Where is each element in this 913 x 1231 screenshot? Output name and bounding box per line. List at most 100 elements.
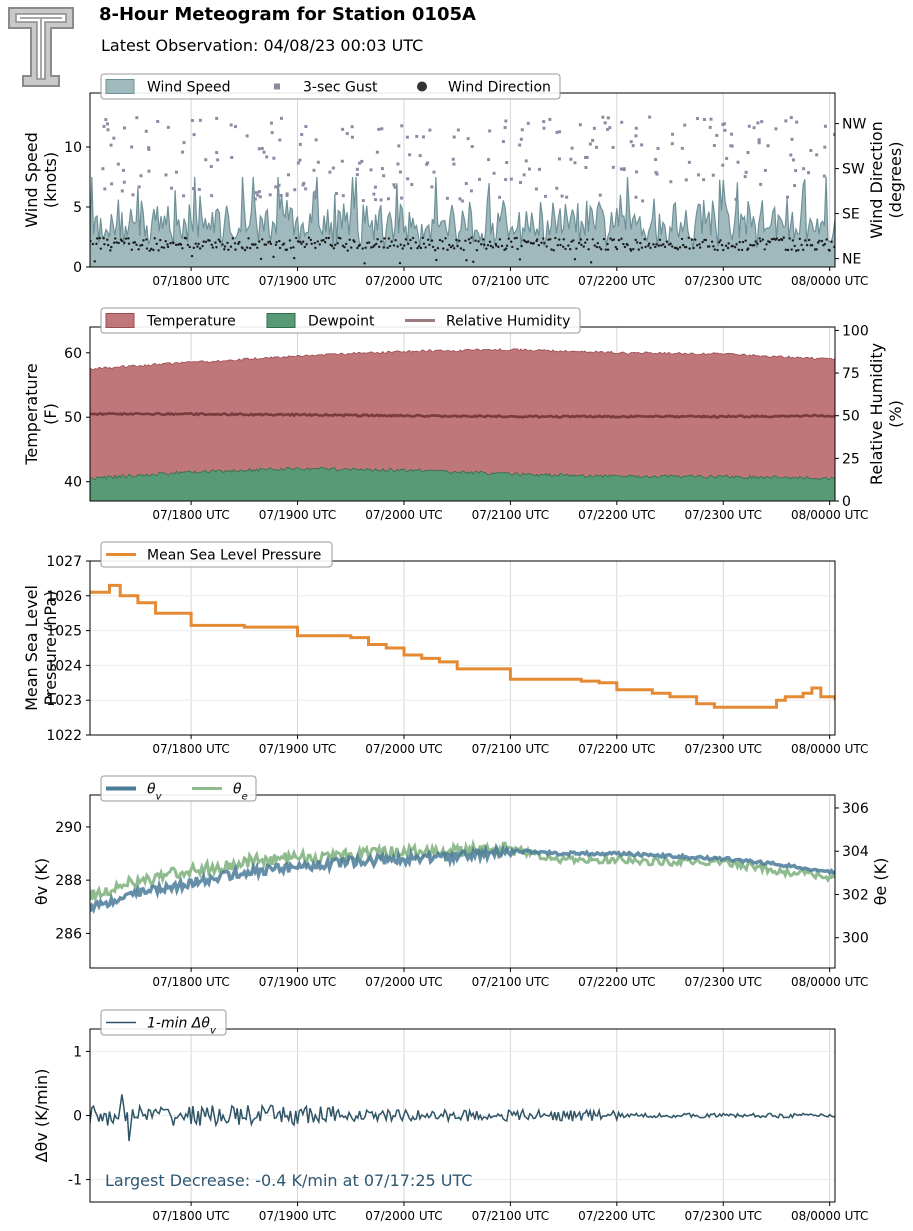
wind-direction-point: [339, 237, 342, 240]
y2-axis-label: θe (K): [871, 858, 890, 906]
y-axis-label: Mean Sea Level: [22, 585, 41, 711]
wind-direction-point: [406, 242, 410, 246]
wind-direction-point: [398, 261, 402, 265]
gust-point: [397, 144, 401, 148]
gust-point: [470, 145, 474, 149]
wind-direction-point: [215, 246, 218, 249]
wind-direction-point: [428, 243, 431, 246]
gust-point: [215, 116, 219, 120]
gust-point: [452, 135, 456, 139]
wind-direction-point: [477, 240, 480, 243]
y2-tick-label: 50: [842, 409, 860, 425]
gust-point: [116, 162, 120, 166]
wind-direction-point: [744, 239, 747, 242]
gust-point: [386, 197, 390, 201]
wind-direction-point: [159, 238, 162, 242]
wind-direction-point: [330, 244, 334, 248]
gust-point: [156, 119, 160, 123]
wind-direction-point: [623, 245, 627, 249]
y-tick-label: 1022: [46, 728, 82, 744]
plot-area: [90, 347, 835, 501]
gust-point: [611, 145, 615, 149]
wind-direction-point: [174, 243, 178, 247]
gust-point: [542, 126, 546, 130]
x-tick-label: 07/2000 UTC: [365, 742, 442, 756]
gust-point: [112, 136, 116, 140]
gust-point: [215, 151, 219, 155]
wind-direction-point: [424, 246, 427, 249]
wind-direction-point: [217, 238, 220, 241]
wind-direction-point: [234, 248, 237, 251]
wind-direction-point: [442, 247, 445, 250]
gust-point: [101, 167, 105, 171]
wind-direction-point: [573, 258, 577, 261]
wind-direction-point: [587, 248, 590, 251]
wind-direction-point: [102, 237, 105, 240]
wind-direction-point: [114, 237, 117, 240]
wind-direction-point: [790, 248, 793, 251]
wind-direction-point: [584, 241, 587, 244]
wind-direction-point: [549, 238, 552, 241]
wind-direction-point: [647, 244, 650, 248]
wind-direction-point: [455, 238, 458, 242]
wind-direction-point: [752, 244, 756, 247]
wind-direction-point: [350, 246, 353, 249]
wind-direction-point: [497, 245, 500, 249]
wind-direction-point: [758, 237, 761, 240]
x-tick-label: 07/2200 UTC: [578, 274, 655, 288]
wind-direction-point: [676, 248, 679, 251]
legend-box: [100, 775, 257, 802]
gust-point: [702, 118, 706, 122]
wind-direction-point: [470, 236, 473, 239]
gust-point: [501, 140, 505, 144]
x-tick-label: 07/2100 UTC: [472, 1209, 549, 1223]
wind-direction-point: [386, 246, 389, 250]
gust-point: [110, 182, 114, 186]
wind-direction-point: [305, 243, 308, 246]
gust-point: [304, 187, 308, 191]
wind-direction-point: [103, 243, 106, 246]
wind-direction-point: [801, 248, 805, 252]
gust-point: [823, 145, 827, 149]
x-tick-label: 07/1800 UTC: [152, 1209, 229, 1223]
wind-direction-point: [383, 237, 386, 240]
wind-direction-point: [293, 256, 296, 260]
wind-direction-point: [626, 243, 629, 247]
x-tick-label: 08/0000 UTC: [791, 1209, 868, 1223]
gust-point: [721, 163, 725, 167]
wind-direction-point: [197, 242, 200, 246]
wind-direction-point: [409, 247, 413, 250]
wind-direction-point: [130, 248, 133, 251]
latest-observation: Latest Observation: 04/08/23 00:03 UTC: [101, 36, 424, 55]
plot-area: [90, 1050, 835, 1181]
wind-direction-point: [258, 240, 261, 243]
wind-direction-point: [815, 248, 818, 251]
wind-direction-point: [214, 241, 217, 244]
wind-direction-point: [190, 254, 194, 258]
wind-direction-point: [275, 240, 278, 244]
gust-point: [584, 165, 588, 169]
wind-direction-point: [364, 246, 367, 249]
wind-direction-point: [570, 240, 573, 243]
gust-point: [369, 168, 373, 172]
y-tick-label: 0: [73, 1109, 82, 1125]
y2-tick-label: 302: [842, 887, 869, 903]
wind-direction-point: [98, 236, 101, 240]
wind-direction-point: [694, 238, 697, 241]
gust-point: [654, 170, 658, 174]
gust-point: [400, 196, 404, 200]
gust-point: [640, 143, 644, 147]
wind-direction-point: [458, 239, 461, 243]
x-tick-label: 07/2200 UTC: [578, 742, 655, 756]
gust-point: [372, 192, 376, 196]
wind-direction-point: [558, 238, 561, 241]
x-tick-label: 07/2100 UTC: [472, 975, 549, 989]
page-title: 8-Hour Meteogram for Station 0105A: [99, 4, 476, 25]
wind-direction-point: [545, 245, 548, 248]
wind-direction-point: [282, 242, 286, 245]
gust-point: [784, 119, 788, 123]
gust-point: [122, 180, 126, 184]
wind-direction-point: [361, 247, 364, 250]
wind-direction-point: [591, 238, 594, 241]
gust-point: [488, 129, 492, 133]
